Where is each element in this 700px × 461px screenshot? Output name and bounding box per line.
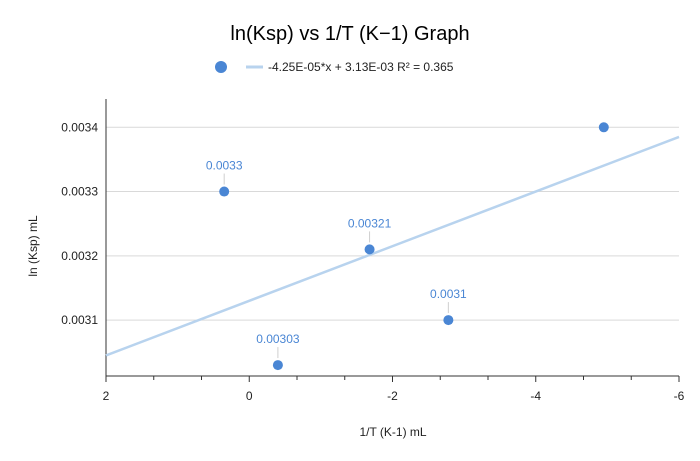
x-tick-label: -6 — [674, 389, 685, 403]
legend: -4.25E-05*x + 3.13E-03 R² = 0.365 — [215, 60, 454, 74]
x-axis-ticks: 2 0 -2 -4 -6 — [103, 376, 685, 403]
y-tick-label: 0.0032 — [61, 249, 98, 263]
data-label: 0.0033 — [206, 159, 243, 173]
data-points: 0.00303 0.0033 0.00321 0.0031 — [206, 122, 609, 371]
legend-point-marker — [215, 61, 227, 73]
trendline — [105, 135, 680, 357]
x-axis-label: 1/T (K-1) mL — [359, 425, 426, 439]
y-tick-label: 0.0031 — [61, 313, 98, 327]
data-point — [598, 122, 609, 133]
y-axis-label: ln (Ksp) mL — [26, 215, 40, 277]
y-tick-label: 0.0033 — [61, 185, 98, 199]
trendline-layer — [105, 135, 680, 357]
legend-trendline-label: -4.25E-05*x + 3.13E-03 R² = 0.365 — [268, 60, 454, 74]
chart-title: ln(Ksp) vs 1/T (K−1) Graph — [230, 23, 469, 45]
data-point — [272, 360, 283, 371]
y-tick-label: 0.0034 — [61, 120, 98, 134]
data-point — [219, 186, 230, 197]
axes — [105, 99, 679, 377]
data-label: 0.0031 — [430, 287, 467, 301]
gridlines — [106, 126, 679, 321]
data-label: 0.00303 — [256, 332, 300, 346]
x-tick-label: -4 — [530, 389, 541, 403]
x-tick-label: -2 — [387, 389, 398, 403]
x-tick-label: 0 — [246, 389, 253, 403]
x-tick-label: 2 — [103, 389, 110, 403]
data-point — [364, 244, 375, 255]
y-axis-ticks: 0.0031 0.0032 0.0033 0.0034 — [61, 120, 98, 327]
data-label: 0.00321 — [348, 216, 392, 230]
data-point — [443, 315, 454, 326]
